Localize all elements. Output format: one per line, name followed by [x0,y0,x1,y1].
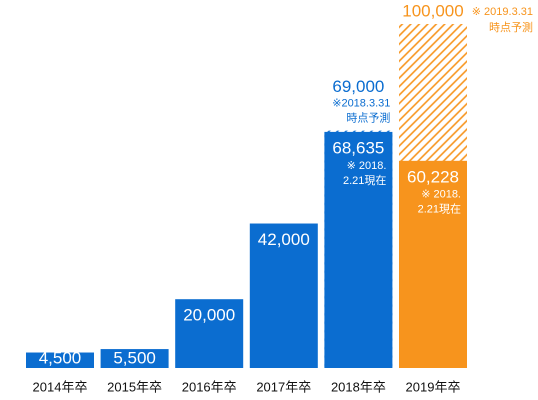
value-note: ※ 2018. [347,160,387,172]
x-tick-label: 2019年卒 [406,379,461,394]
value-label: 60,228 [407,167,459,186]
value-label: 5,500 [113,348,156,367]
value-note: 2.21現在 [343,174,386,187]
forecast-note: 時点予測 [489,20,533,34]
x-tick-label: 2018年卒 [331,379,386,394]
bar [249,223,318,368]
bar [175,299,244,368]
bar [324,131,393,368]
value-note: ※ 2018. [421,189,461,201]
forecast-note: ※2018.3.31 [332,98,390,110]
value-label: 4,500 [39,348,82,367]
bar [100,349,169,368]
value-label: 42,000 [258,230,310,249]
forecast-note: 時点予測 [346,111,390,125]
x-tick-label: 2017年卒 [256,379,311,394]
x-tick-label: 2014年卒 [33,379,88,394]
bar [26,352,94,368]
bar [399,160,467,368]
forecast-label: 69,000 [332,77,384,96]
x-tick-label: 2016年卒 [182,379,237,394]
forecast-note: ※ 2019.3.31 [472,6,533,18]
x-tick-label: 2015年卒 [107,379,162,394]
value-label: 20,000 [183,306,235,325]
value-note: 2.21現在 [418,203,461,216]
forecast-label: 100,000 [402,1,463,20]
value-label: 68,635 [332,138,384,157]
